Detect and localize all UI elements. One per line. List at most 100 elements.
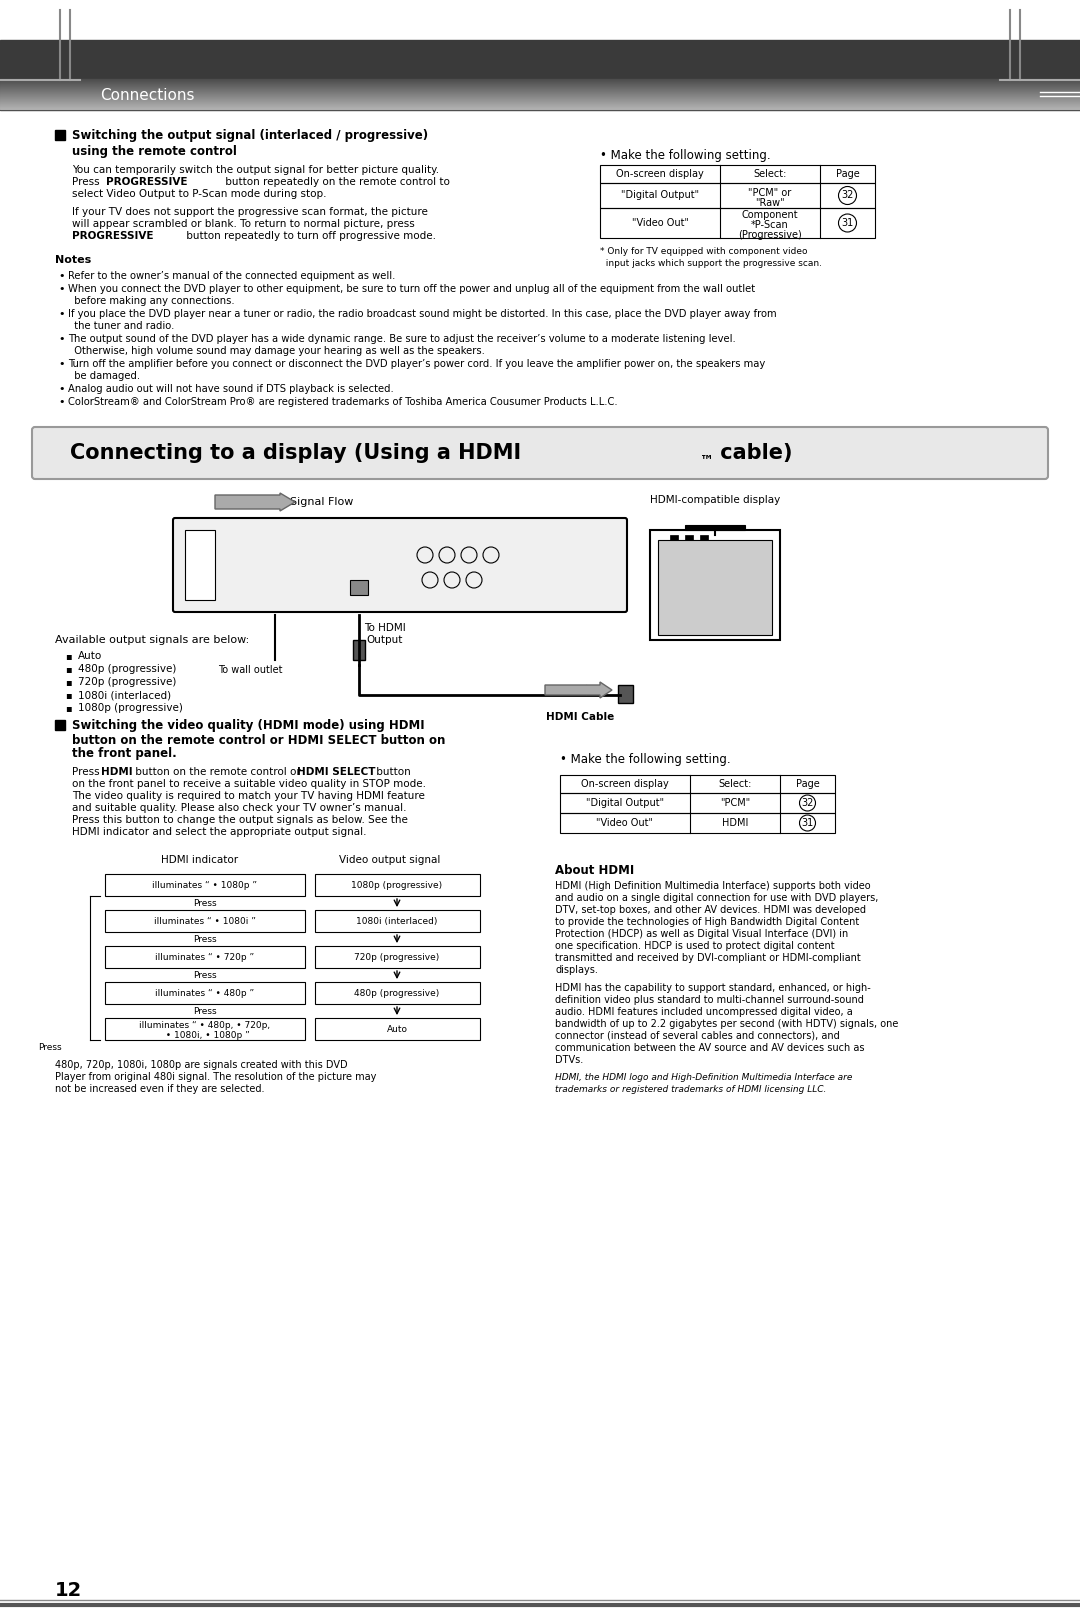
Bar [650, 530, 780, 640]
Text: HDMI: HDMI [721, 818, 748, 828]
Bar [55, 720, 65, 729]
Text: The output sound of the DVD player has a wide dynamic range. Be sure to adjust t: The output sound of the DVD player has a… [68, 335, 735, 344]
Text: You can temporarily switch the output signal for better picture quality.: You can temporarily switch the output si… [72, 165, 440, 175]
Text: ColorStream® and ColorStream Pro® are registered trademarks of Toshiba America C: ColorStream® and ColorStream Pro® are re… [68, 398, 618, 407]
Bar [600, 165, 875, 183]
Text: button on the remote control or: button on the remote control or [132, 766, 303, 778]
Text: •: • [58, 383, 65, 395]
Bar [700, 535, 708, 540]
Bar [105, 982, 305, 1004]
Text: About HDMI: About HDMI [555, 863, 634, 876]
Bar [55, 129, 65, 141]
Text: HDMI indicator: HDMI indicator [161, 855, 239, 865]
Text: The video quality is required to match your TV having HDMI feature: The video quality is required to match y… [72, 791, 424, 800]
Text: •: • [58, 272, 65, 281]
Text: HDMI indicator and select the appropriate output signal.: HDMI indicator and select the appropriat… [72, 826, 366, 838]
Bar [561, 813, 835, 833]
Text: Connecting to a display (Using a HDMI: Connecting to a display (Using a HDMI [70, 443, 522, 462]
FancyBboxPatch shape [32, 427, 1048, 479]
Bar [618, 686, 633, 703]
Text: to provide the technologies of High Bandwidth Digital Content: to provide the technologies of High Band… [555, 917, 860, 927]
Text: On-screen display: On-screen display [616, 170, 704, 179]
Text: Switching the output signal (interlaced / progressive): Switching the output signal (interlaced … [72, 129, 428, 142]
Text: HDMI Cable: HDMI Cable [545, 711, 615, 723]
Text: On-screen display: On-screen display [581, 779, 669, 789]
Text: before making any connections.: before making any connections. [68, 296, 234, 306]
Bar [105, 1019, 305, 1040]
Text: on the front panel to receive a suitable video quality in STOP mode.: on the front panel to receive a suitable… [72, 779, 426, 789]
Text: Player from original 480i signal. The resolution of the picture may: Player from original 480i signal. The re… [55, 1072, 376, 1082]
Bar [315, 1019, 480, 1040]
Text: 480p, 720p, 1080i, 1080p are signals created with this DVD: 480p, 720p, 1080i, 1080p are signals cre… [55, 1061, 348, 1070]
Text: displays.: displays. [555, 965, 598, 975]
Text: Switching the video quality (HDMI mode) using HDMI: Switching the video quality (HDMI mode) … [72, 720, 424, 733]
Bar [315, 875, 480, 896]
Text: Press: Press [193, 970, 217, 980]
Text: Notes: Notes [55, 255, 91, 265]
Text: 1080i (interlaced): 1080i (interlaced) [78, 690, 171, 700]
Text: connector (instead of several cables and connectors), and: connector (instead of several cables and… [555, 1032, 840, 1041]
Text: Available output signals are below:: Available output signals are below: [55, 635, 249, 645]
Text: button: button [373, 766, 410, 778]
Text: button on the remote control or HDMI SELECT button on: button on the remote control or HDMI SEL… [72, 734, 445, 747]
Bar [105, 875, 305, 896]
Text: HDMI has the capability to support standard, enhanced, or high-: HDMI has the capability to support stand… [555, 983, 870, 993]
Text: Page: Page [796, 779, 820, 789]
Bar [600, 209, 875, 238]
Text: Signal Flow: Signal Flow [291, 496, 353, 508]
Text: Press this button to change the output signals as below. See the: Press this button to change the output s… [72, 815, 408, 825]
Text: Press: Press [193, 1006, 217, 1015]
Text: definition video plus standard to multi-channel surround-sound: definition video plus standard to multi-… [555, 994, 864, 1006]
Text: transmitted and received by DVI-compliant or HDMI-compliant: transmitted and received by DVI-complian… [555, 952, 861, 964]
Bar [685, 535, 693, 540]
Text: Analog audio out will not have sound if DTS playback is selected.: Analog audio out will not have sound if … [68, 383, 394, 395]
Text: bandwidth of up to 2.2 gigabytes per second (with HDTV) signals, one: bandwidth of up to 2.2 gigabytes per sec… [555, 1019, 899, 1028]
Text: •: • [58, 398, 65, 407]
Text: and suitable quality. Please also check your TV owner’s manual.: and suitable quality. Please also check … [72, 804, 406, 813]
Text: using the remote control: using the remote control [72, 146, 237, 158]
Text: Page: Page [836, 170, 860, 179]
Text: HDMI: HDMI [102, 766, 133, 778]
Text: cable): cable) [713, 443, 793, 462]
Text: one specification. HDCP is used to protect digital content: one specification. HDCP is used to prote… [555, 941, 835, 951]
Text: HDMI (High Definition Multimedia Interface) supports both video: HDMI (High Definition Multimedia Interfa… [555, 881, 870, 891]
Text: Auto: Auto [78, 652, 103, 661]
Text: Press: Press [72, 766, 103, 778]
Text: If your TV does not support the progressive scan format, the picture: If your TV does not support the progress… [72, 207, 428, 217]
Text: Connections: Connections [100, 87, 194, 102]
Text: Video output signal: Video output signal [339, 855, 441, 865]
Text: Select:: Select: [754, 170, 786, 179]
Bar [315, 982, 480, 1004]
Text: 720p (progressive): 720p (progressive) [354, 952, 440, 962]
Text: ▪: ▪ [65, 703, 71, 713]
Text: •: • [58, 309, 65, 319]
Text: and audio on a single digital connection for use with DVD players,: and audio on a single digital connection… [555, 893, 878, 902]
Text: "Raw": "Raw" [755, 197, 785, 207]
Text: 720p (progressive): 720p (progressive) [78, 678, 176, 687]
Text: ▪: ▪ [65, 690, 71, 700]
Bar [685, 526, 745, 530]
Text: the front panel.: the front panel. [72, 747, 177, 760]
Text: ▪: ▪ [65, 665, 71, 674]
Text: Component: Component [742, 210, 798, 220]
Bar [600, 183, 875, 209]
Text: HDMI-compatible display: HDMI-compatible display [650, 495, 780, 505]
Text: • 1080i, • 1080p ”: • 1080i, • 1080p ” [160, 1030, 249, 1040]
Text: If you place the DVD player near a tuner or radio, the radio broadcast sound mig: If you place the DVD player near a tuner… [68, 309, 777, 319]
Text: Turn off the amplifier before you connect or disconnect the DVD player’s power c: Turn off the amplifier before you connec… [68, 359, 766, 369]
Bar [105, 946, 305, 969]
Text: HDMI, the HDMI logo and High-Definition Multimedia Interface are: HDMI, the HDMI logo and High-Definition … [555, 1072, 852, 1082]
Text: •: • [58, 335, 65, 344]
Text: "PCM" or: "PCM" or [748, 188, 792, 197]
Text: •: • [58, 359, 65, 369]
Text: * Only for TV equipped with component video: * Only for TV equipped with component vi… [600, 247, 808, 257]
Bar [105, 910, 305, 931]
Text: Select:: Select: [718, 779, 752, 789]
Bar [670, 535, 678, 540]
Text: illuminates “ • 1080p ”: illuminates “ • 1080p ” [152, 881, 257, 889]
Text: illuminates “ • 480p, • 720p,: illuminates “ • 480p, • 720p, [139, 1020, 271, 1030]
Bar [315, 910, 480, 931]
Text: (Progressive): (Progressive) [738, 230, 801, 239]
Text: DTVs.: DTVs. [555, 1054, 583, 1066]
Text: button repeatedly on the remote control to: button repeatedly on the remote control … [222, 176, 450, 188]
